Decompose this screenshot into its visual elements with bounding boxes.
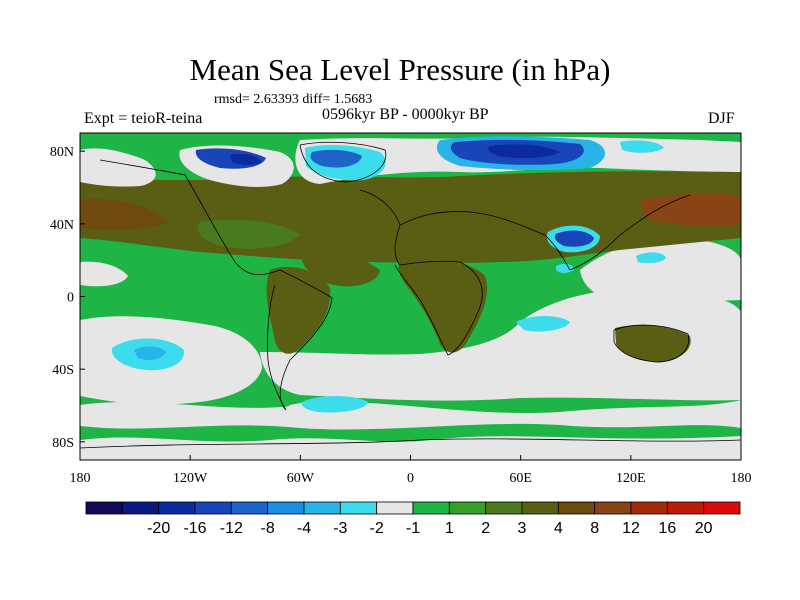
field-atlantic-brown [300,249,380,287]
colorbar-label: -4 [297,520,311,537]
field-south-atlantic-cyan [301,396,368,413]
x-tick-label: 0 [407,471,414,486]
coast-eurasia [399,194,691,271]
colorbar-swatch [230,501,269,515]
x-tick-label: 60W [287,471,315,486]
colorbar-label: 16 [658,520,676,537]
map-title: Mean Sea Level Pressure (in hPa) [189,52,611,87]
x-tick-label: 180 [731,471,752,486]
colorbar-label: -8 [261,520,275,537]
field-australia-brown [615,325,691,362]
colorbar-swatch [448,501,487,515]
pressure-field [80,133,741,460]
stats-label: rmsd= 2.63393 diff= 1.5683 [214,92,373,107]
colorbar-label: -2 [370,520,384,537]
field-philippine-cyan [636,252,666,264]
y-tick-label: 40S [52,363,74,378]
colorbar-label: -16 [183,520,206,537]
colorbar: -20 -16 -12 -8 -4 -3 -2 -1 1 2 3 4 8 12 16 20 [85,501,741,537]
colorbar-label: 1 [445,520,454,537]
colorbar-swatch [121,501,160,515]
x-tick-label: 60E [509,471,532,486]
colorbar-label: -3 [333,520,347,537]
field-east-pacific-white [80,261,128,287]
colorbar-swatch [703,501,741,515]
field-greenland-blue [310,149,362,168]
colorbar-swatch [339,501,378,515]
y-tick-label: 0 [67,291,74,306]
axis-ticks: 180 120W 60W 0 60E 120E 180 80N 40N 0 40S 80S [50,145,752,486]
field-south-pacific-core [134,346,166,360]
coast-south-america [267,269,333,411]
x-tick-label: 180 [70,471,91,486]
experiment-label: Expt = teioR-teina [84,110,203,127]
field-nw-pacific-dark [640,193,741,226]
colorbar-swatch [485,501,523,515]
colorbar-label: -12 [220,520,243,537]
season-label: DJF [708,110,735,127]
field-na-lighter-brown [197,219,300,249]
y-tick-label: 80N [50,145,74,160]
y-tick-label: 80S [52,436,74,451]
colorbar-label: 3 [518,520,527,537]
field-indian-ocean-white [260,289,741,401]
colorbar-label: 4 [554,520,563,537]
field-south-america-brown [266,266,331,354]
colorbar-label: -20 [147,520,170,537]
field-north-pacific-dark [80,199,168,230]
field-tibet-blue [554,230,594,247]
colorbar-swatch [85,501,123,515]
field-west-pacific-white [580,239,741,301]
field-antarctic-band [80,436,741,460]
coast-australia [613,324,689,363]
colorbar-swatch [267,501,305,515]
field-ne-siberia-light [620,140,664,153]
field-africa-brown [398,259,488,353]
period-label: 0596kyr BP - 0000kyr BP [322,106,489,123]
colorbar-label: 20 [695,520,713,537]
colorbar-swatch [194,501,232,515]
x-tick-label: 120W [173,471,208,486]
coast-north-america [99,159,281,276]
colorbar-swatch [630,501,668,515]
field-bering-white [80,148,156,187]
coast-antarctica [80,438,741,449]
colorbar-label: 8 [590,520,599,537]
colorbar-swatch [303,501,341,515]
colorbar-swatch [594,501,632,515]
colorbar-swatch [158,501,196,515]
x-tick-label: 120E [616,471,646,486]
colorbar-label: 2 [481,520,490,537]
field-indian-cyan [516,316,570,332]
colorbar-swatch [376,501,414,515]
colorbar-swatch [412,501,450,515]
field-bay-of-bengal-cyan [556,263,574,273]
field-southern-band [80,400,741,430]
coast-greenland [299,141,387,183]
colorbar-swatch [521,501,559,515]
colorbar-swatch [666,501,705,515]
y-tick-label: 40N [50,218,74,233]
colorbar-label: 12 [622,520,640,537]
coastlines [80,141,741,449]
field-canadian-archipelago-dark [230,153,262,165]
colorbar-label: -1 [406,520,420,537]
coast-africa [359,189,483,356]
colorbar-swatch [557,501,596,515]
field-siberia-dark [488,144,560,159]
